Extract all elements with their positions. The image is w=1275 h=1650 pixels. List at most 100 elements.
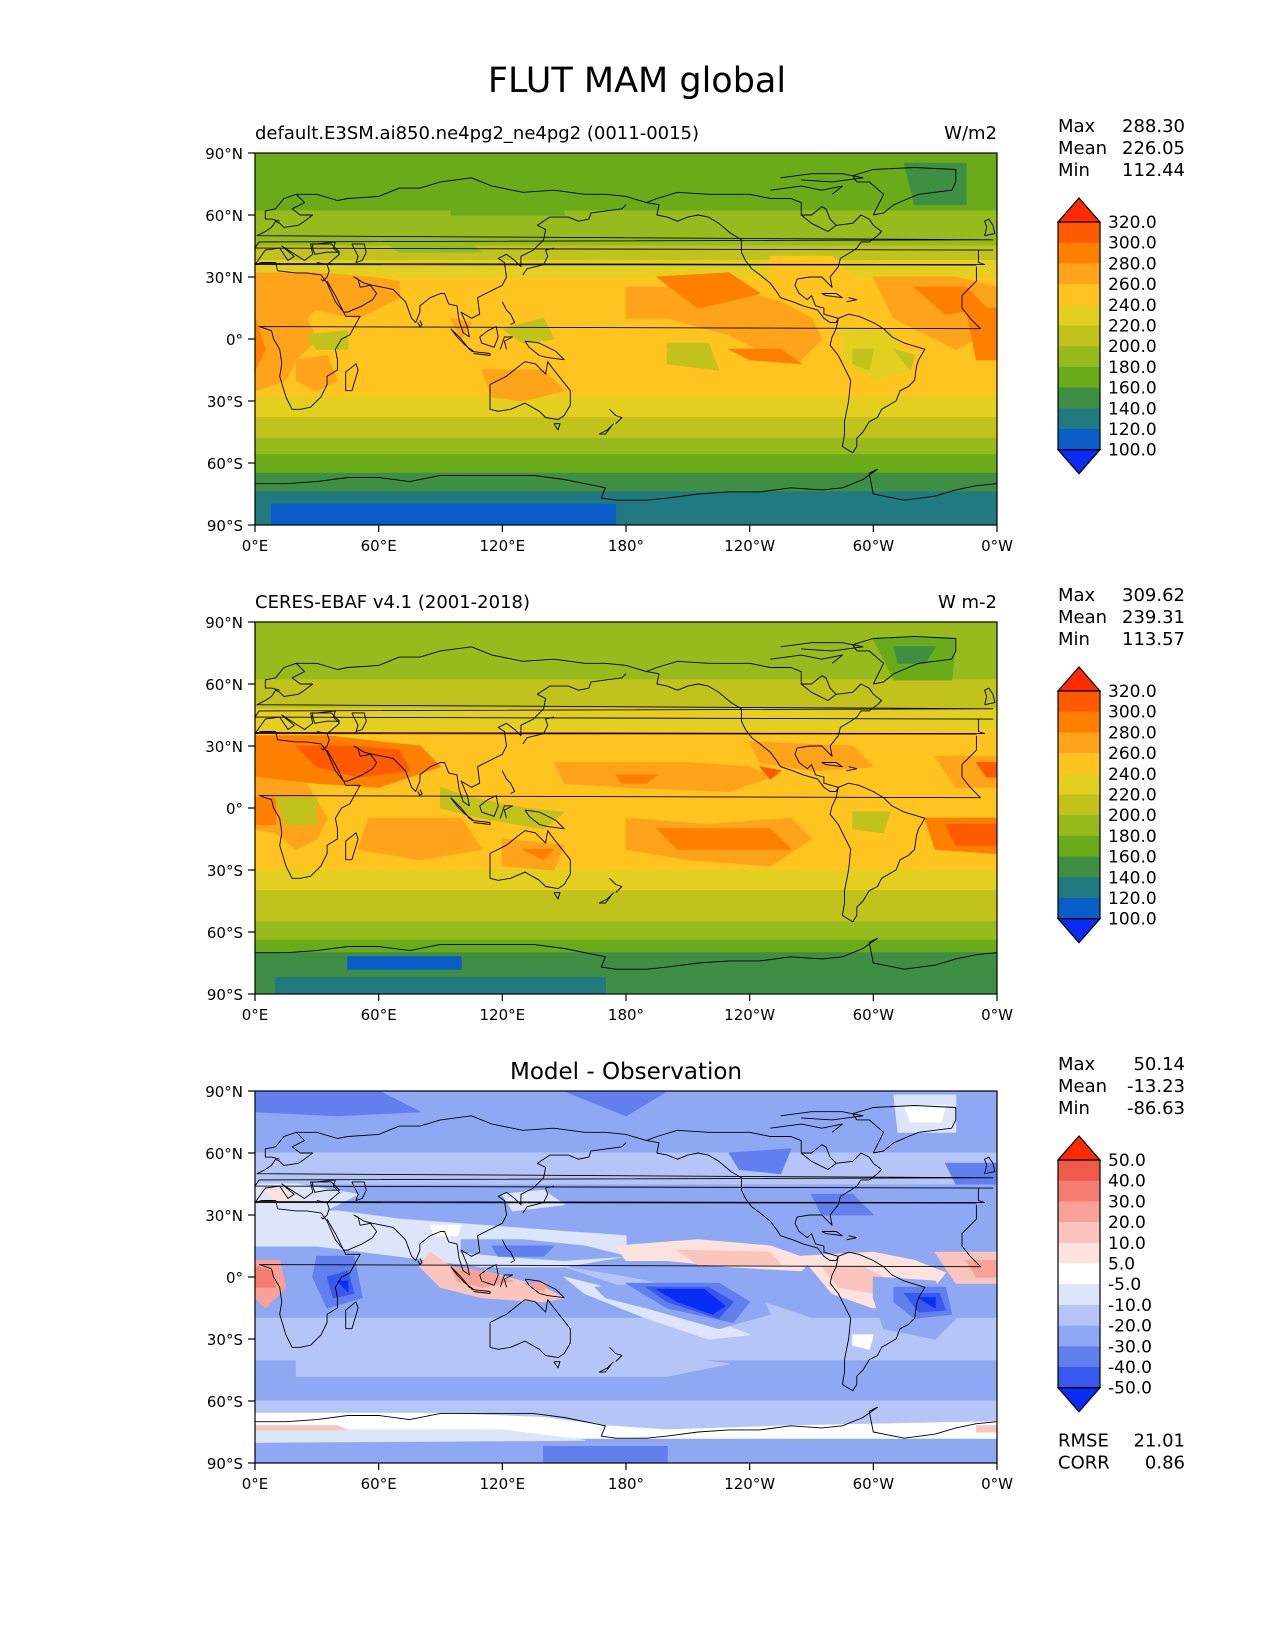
- contour-region: [656, 828, 792, 850]
- stat-label: RMSE: [1058, 1431, 1109, 1452]
- coastline: [821, 293, 843, 299]
- contour-region: [945, 824, 997, 846]
- x-tick-label: 60°W: [853, 1475, 895, 1493]
- contour-region: [852, 1334, 874, 1350]
- contour-region: [255, 797, 277, 825]
- colorbar-segment: [1058, 222, 1100, 244]
- colorbar-label: 100.0: [1108, 441, 1157, 461]
- coastline: [471, 1288, 491, 1294]
- coastline: [598, 1361, 614, 1373]
- colorbar-segment: [1058, 856, 1100, 878]
- colorbar-segment: [1058, 242, 1100, 264]
- y-tick-label: 30°S: [207, 862, 243, 880]
- coastline: [255, 937, 997, 970]
- map-field: [255, 1091, 997, 1463]
- coastline: [326, 1142, 627, 1276]
- x-tick-label: 0°W: [981, 537, 1013, 555]
- x-tick-label: 60°W: [853, 1006, 895, 1024]
- contour-region: [893, 646, 936, 664]
- contour-region: [255, 679, 997, 710]
- contour-region: [295, 745, 411, 778]
- x-tick-label: 180°: [608, 1006, 644, 1024]
- colorbar-segment: [1058, 691, 1100, 713]
- colorbar-frame: [1057, 1159, 1101, 1389]
- colorbar-segment: [1058, 794, 1100, 816]
- colorbar-label: 260.0: [1108, 744, 1157, 764]
- coastline: [326, 204, 627, 338]
- x-tick-label: 120°E: [480, 1006, 526, 1024]
- contour-region: [522, 848, 555, 861]
- x-tick-label: 0°W: [981, 1006, 1013, 1024]
- colorbar-segment: [1058, 898, 1100, 920]
- coastline: [646, 1129, 883, 1261]
- coastline: [499, 805, 514, 819]
- contour-region: [501, 1189, 565, 1212]
- colorbar-label: -10.0: [1108, 1296, 1152, 1316]
- contour-region: [975, 762, 997, 778]
- stat-label: CORR: [1058, 1453, 1110, 1474]
- side-diff: Max 50.14 Mean -13.23 Min -86.63 50.040.030.0…: [1056, 1054, 1185, 1474]
- stat-value: 239.31: [1122, 607, 1185, 628]
- coastline: [524, 809, 565, 830]
- coastline: [780, 642, 864, 652]
- coastline: [320, 264, 330, 282]
- colorbar-diff: 50.040.030.020.010.05.0-5.0-10.0-20.0-30…: [1056, 1135, 1152, 1413]
- colorbar-segment: [1058, 1160, 1100, 1182]
- y-tick-label: 0°: [226, 331, 243, 349]
- map-field: [255, 153, 997, 525]
- stat-value: 112.44: [1122, 160, 1185, 181]
- contour-region: [255, 1429, 586, 1443]
- x-axis: 0°E 60°E 120°E 180° 120°W 60°W 0°W: [242, 994, 1013, 1024]
- coastline: [984, 1156, 996, 1175]
- colorbar-segment: [1058, 732, 1100, 754]
- coastlines: [255, 1105, 997, 1439]
- y-tick-label: 90°N: [205, 145, 243, 163]
- x-tick-label: 60°W: [853, 537, 895, 555]
- panel-left-title: default.E3SM.ai850.ne4pg2_ne4pg2 (0011-0…: [255, 123, 699, 144]
- contour-region: [271, 503, 617, 525]
- x-tick-label: 120°E: [480, 1475, 526, 1493]
- stat-value: 226.05: [1122, 138, 1185, 159]
- contour-region: [656, 1288, 726, 1315]
- colorbar-extend-min: [1056, 1387, 1102, 1413]
- panel-units: W m-2: [938, 592, 997, 613]
- coastline: [345, 363, 359, 392]
- contour-region: [893, 348, 916, 371]
- stat-value: 50.14: [1133, 1054, 1185, 1075]
- colorbar-segment: [1058, 1242, 1100, 1264]
- x-tick-label: 0°W: [981, 1475, 1013, 1493]
- panel-test: default.E3SM.ai850.ne4pg2_ne4pg2 (0011-0…: [205, 123, 1013, 555]
- y-tick-label: 30°S: [207, 1331, 243, 1349]
- figure-title: FLUT MAM global: [488, 61, 786, 101]
- colorbar-segment: [1058, 408, 1100, 430]
- colorbar-label: -40.0: [1108, 1358, 1152, 1378]
- y-tick-label: 30°S: [207, 393, 243, 411]
- y-tick-label: 60°N: [205, 207, 243, 225]
- coastline: [780, 1111, 864, 1121]
- coastline: [255, 247, 994, 266]
- coastlines: [255, 167, 997, 501]
- coastline: [984, 687, 996, 706]
- coastline: [255, 731, 981, 879]
- coastline: [598, 423, 614, 435]
- colorbar-segment: [1058, 1222, 1100, 1244]
- stat-label: Mean: [1058, 1076, 1107, 1097]
- contour-region: [728, 348, 802, 365]
- contour-region: [677, 1249, 782, 1266]
- stat-label: Mean: [1058, 607, 1107, 628]
- colorbar-label: 30.0: [1108, 1192, 1146, 1212]
- contour-region: [841, 328, 911, 381]
- x-tick-label: 120°W: [724, 537, 775, 555]
- stat-value: 21.01: [1133, 1431, 1185, 1452]
- coastline: [489, 830, 571, 890]
- contour-region: [275, 977, 606, 994]
- colorbar-label: 160.0: [1108, 848, 1157, 868]
- colorbar-label: 220.0: [1108, 317, 1157, 337]
- y-tick-label: 0°: [226, 800, 243, 818]
- colorbar-segment: [1058, 346, 1100, 368]
- contour-region: [255, 396, 997, 418]
- contour-region: [543, 1446, 668, 1463]
- contour-region: [255, 1425, 349, 1431]
- contour-region: [255, 153, 997, 212]
